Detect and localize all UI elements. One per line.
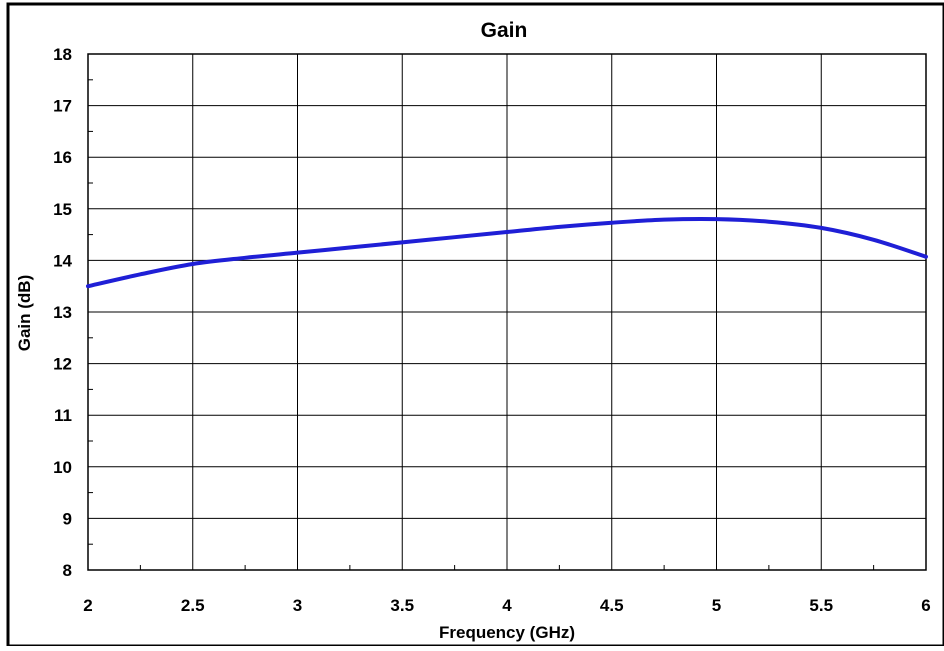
plot-area-border	[87, 53, 927, 571]
x-tick-label: 4	[502, 596, 512, 615]
y-tick-label: 16	[53, 148, 72, 167]
x-tick-label: 2	[83, 596, 92, 615]
x-tick-label: 3.5	[390, 596, 414, 615]
x-axis-label: Frequency (GHz)	[439, 623, 575, 642]
y-tick-label: 9	[63, 509, 72, 528]
gain-series-line-0	[86, 216, 928, 289]
x-tick-label: 5	[712, 596, 721, 615]
y-tick-label: 14	[53, 251, 72, 270]
y-tick-label: 11	[54, 406, 72, 425]
y-tick-label: 10	[53, 458, 72, 477]
x-tick-label: 3	[293, 596, 302, 615]
y-tick-label: 12	[53, 355, 72, 374]
y-tick-label: 13	[53, 303, 72, 322]
y-tick-label: 18	[53, 45, 72, 64]
chart-outer-border	[6, 2, 944, 648]
y-tick-label: 15	[53, 200, 72, 219]
y-axis-label: Gain (dB)	[15, 275, 34, 352]
chart-title: Gain	[481, 19, 528, 42]
x-tick-label: 6	[921, 596, 930, 615]
x-tick-label: 2.5	[181, 596, 205, 615]
y-tick-label: 17	[53, 97, 72, 116]
x-tick-label: 5.5	[809, 596, 833, 615]
y-tick-label: 8	[63, 561, 72, 580]
x-tick-label: 4.5	[600, 596, 624, 615]
